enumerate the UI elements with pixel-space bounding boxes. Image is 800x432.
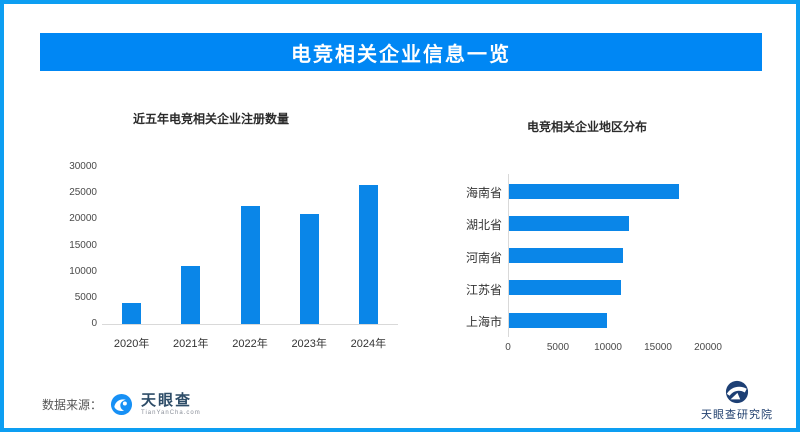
y-tick-label: 20000 xyxy=(69,213,97,225)
x-category-label: 2021年 xyxy=(173,338,209,350)
bar-2024年 xyxy=(358,185,378,324)
y-tick-label: 10000 xyxy=(69,265,97,277)
x-tick-label: 20000 xyxy=(694,342,722,353)
y-tick-label: 5000 xyxy=(74,291,97,303)
x-axis-line xyxy=(102,324,398,325)
tianyancha-eye-logo-icon xyxy=(110,393,133,416)
tianyancha-research-logo-icon xyxy=(722,380,752,404)
bar-江苏省 xyxy=(509,280,621,296)
bar-2021年 xyxy=(181,266,201,324)
y-category-label: 上海市 xyxy=(465,315,502,330)
bar-河南省 xyxy=(509,248,623,264)
y-axis-line xyxy=(508,174,509,337)
y-category-label: 河南省 xyxy=(465,250,502,265)
brand-subtext: TianYanCha.com xyxy=(141,409,201,416)
left-chart-title: 近五年电竞相关企业注册数量 xyxy=(132,112,290,126)
y-category-label: 湖北省 xyxy=(465,218,502,233)
x-category-label: 2023年 xyxy=(291,338,327,350)
y-tick-label: 0 xyxy=(91,318,97,329)
bar-海南省 xyxy=(509,183,679,199)
y-category-label: 江苏省 xyxy=(465,282,502,297)
bar-湖北省 xyxy=(509,215,629,231)
x-tick-label: 0 xyxy=(505,342,511,353)
data-source-row: 数据来源： 天眼查 TianYanCha.com xyxy=(42,388,201,420)
y-tick-label: 30000 xyxy=(69,161,97,172)
data-source-label: 数据来源： xyxy=(42,397,103,412)
x-category-label: 2024年 xyxy=(350,338,387,350)
brand-name: 天眼查 xyxy=(141,391,193,409)
x-tick-label: 5000 xyxy=(546,342,570,353)
bar-上海市 xyxy=(509,312,607,328)
bar-2023年 xyxy=(299,214,319,324)
bar-2020年 xyxy=(122,303,142,324)
y-tick-label: 25000 xyxy=(69,187,97,199)
x-category-label: 2022年 xyxy=(232,338,268,350)
page-title: 电竞相关企业信息一览 xyxy=(291,43,511,66)
y-category-label: 海南省 xyxy=(465,186,502,200)
x-category-label: 2020年 xyxy=(113,338,150,350)
y-tick-label: 15000 xyxy=(69,239,97,251)
x-tick-label: 15000 xyxy=(644,342,672,353)
research-institute-block: 天眼查研究院 xyxy=(701,380,773,422)
bar-2022年 xyxy=(240,206,260,324)
right-chart-title: 电竞相关企业地区分布 xyxy=(526,120,648,134)
x-tick-label: 10000 xyxy=(594,342,622,353)
header-banner: 电竞相关企业信息一览 xyxy=(40,33,762,71)
tianyancha-brand: 天眼查 TianYanCha.com xyxy=(141,393,201,416)
research-institute-label: 天眼查研究院 xyxy=(701,409,773,421)
